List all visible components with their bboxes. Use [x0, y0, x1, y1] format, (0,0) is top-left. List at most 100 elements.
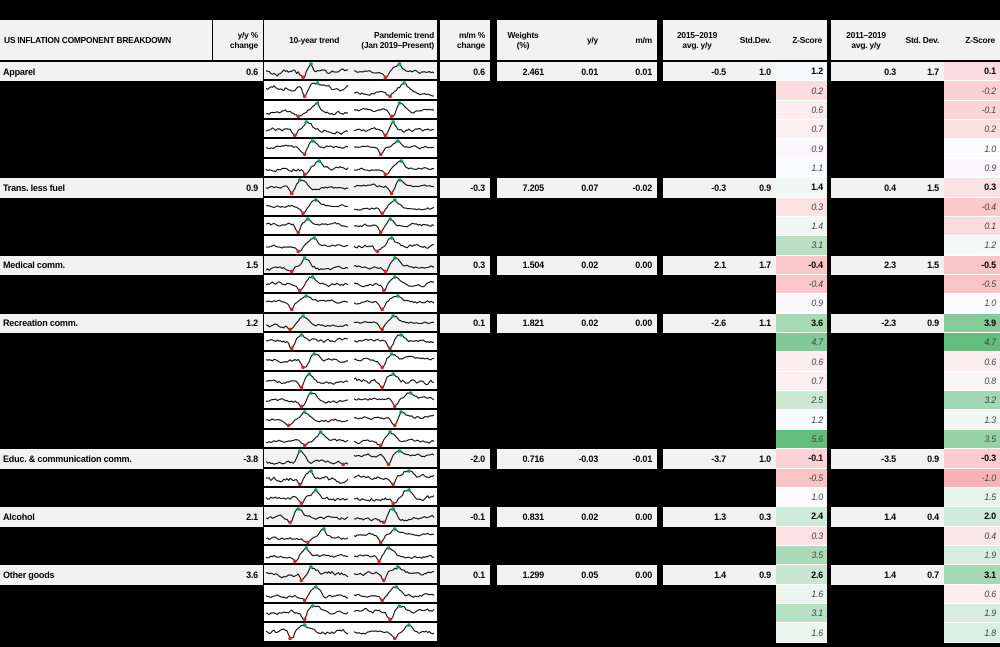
- zscore-2011-2019-cell: 0.6: [944, 352, 1000, 372]
- stddev-2011-2019-value: 0.9: [901, 449, 944, 469]
- min-marker: [288, 637, 292, 641]
- zscore-2011-2019-cell-text: 2.0: [984, 511, 996, 522]
- max-marker: [397, 62, 402, 66]
- subcomponent-row: 0.9 1.0: [0, 139, 1000, 159]
- yy-contrib-value: [549, 139, 603, 159]
- avg-2011-2019-value: 0.3: [831, 62, 901, 82]
- max-marker: [407, 623, 411, 628]
- sparkline-svg: [265, 81, 435, 99]
- mm-change-value: 0.6: [440, 62, 490, 82]
- mm-contrib-value: [603, 139, 657, 159]
- weight-value: [497, 294, 549, 314]
- avg-2011-2019-value: [831, 468, 901, 488]
- mm-contrib-value: [603, 410, 657, 430]
- sparkline-svg: [265, 488, 435, 506]
- stddev-2011-2019-value: [901, 584, 944, 605]
- trend-sparkline: [264, 178, 437, 198]
- column-group-divider: [490, 507, 497, 526]
- yy-change-value: -3.8: [213, 449, 263, 469]
- mm-contrib-value: [603, 236, 657, 256]
- component-label: [0, 120, 213, 140]
- avg-2015-2019-value: -0.3: [663, 178, 731, 198]
- zscore-2011-2019-cell: 4.7: [944, 333, 1000, 353]
- stddev-2011-2019-value: [901, 294, 944, 314]
- stddev-2011-2019-value: [901, 197, 944, 217]
- yy-contrib-value: [549, 623, 603, 643]
- trend-sparkline: [264, 236, 437, 256]
- min-marker: [299, 404, 304, 409]
- component-row: Educ. & communication comm. -3.8 -2.0 0.716…: [0, 449, 1000, 469]
- mm-change-value: [440, 526, 490, 546]
- zscore-2015-2019-cell: 2.4: [776, 507, 827, 527]
- zscore-2011-2019-cell-text: 0.4: [984, 530, 996, 541]
- min-marker: [288, 520, 292, 525]
- zscore-2011-2019-cell-text: 1.8: [984, 627, 996, 638]
- zscore-2011-2019-cell-text: 0.8: [984, 375, 996, 386]
- subcomponent-row: 0.3 -0.4: [0, 197, 1000, 217]
- zscore-2011-2019-cell-text: 0.1: [984, 66, 996, 77]
- sparkline-svg: [265, 526, 434, 544]
- stddev-2015-2019-value: [731, 352, 776, 372]
- min-marker: [378, 230, 383, 235]
- mm-change-value: [440, 158, 490, 179]
- zscore-2011-2019-cell-text: 3.9: [984, 317, 996, 328]
- zscore-2011-2019-cell-text: 1.3: [984, 414, 996, 425]
- subcomponent-row: 0.9 1.0: [0, 294, 1000, 314]
- min-marker: [286, 424, 291, 428]
- zscore-2011-2019-cell: 1.3: [944, 410, 1000, 430]
- mm-change-value: [440, 468, 490, 488]
- weight-value: [497, 236, 549, 256]
- zscore-2015-2019-cell: 1.0: [776, 487, 827, 508]
- yy-change-value: 1.5: [213, 255, 263, 275]
- avg-2015-2019-value: [663, 604, 731, 624]
- column-group-divider: [490, 62, 497, 81]
- mm-contrib-value-text: -0.01: [632, 453, 652, 464]
- yy-change-value: 0.6: [213, 62, 263, 82]
- zscore-2015-2019-cell: 3.6: [776, 313, 827, 334]
- max-marker: [299, 333, 304, 337]
- mm-contrib-value: [603, 100, 657, 121]
- subcomponent-row: 1.6 0.6: [0, 584, 1000, 605]
- trend-sparkline: [264, 468, 437, 488]
- yy-change-value-text: 1.5: [246, 260, 258, 271]
- zscore-2015-2019-cell-text: -0.4: [808, 259, 823, 270]
- weight-value: 0.716: [497, 449, 549, 469]
- component-label-text: Recreation comm.: [3, 318, 78, 329]
- header-zscore-2011-2019: Z-Score: [944, 20, 1000, 60]
- max-marker: [392, 197, 397, 202]
- component-label: [0, 584, 213, 605]
- max-marker: [312, 352, 317, 357]
- avg-2015-2019-value: [663, 371, 731, 392]
- stddev-2015-2019-value-text: 1.0: [759, 453, 771, 464]
- mm-change-value: [440, 623, 490, 643]
- column-group-divider: [490, 488, 497, 507]
- sparkline-svg: [265, 546, 435, 564]
- stddev-2011-2019-value: [901, 410, 944, 430]
- min-marker: [375, 249, 380, 254]
- zscore-2011-2019-cell-text: 4.7: [984, 337, 996, 348]
- mm-contrib-value: 0.00: [603, 507, 657, 527]
- column-group-divider: [490, 430, 497, 449]
- header-trend: 10-year trend Pandemic trend (Jan 2019–P…: [264, 20, 437, 60]
- avg-2011-2019-value-text: -2.3: [881, 318, 896, 329]
- mm-contrib-value: -0.01: [603, 449, 657, 469]
- zscore-2011-2019-cell-text: 3.5: [984, 434, 996, 444]
- avg-2015-2019-value: [663, 274, 731, 295]
- max-marker: [396, 294, 400, 299]
- yy-contrib-value: [549, 352, 603, 372]
- weight-value: [497, 371, 549, 392]
- sparkline-svg: [265, 294, 435, 312]
- subcomponent-row: 0.6 0.6: [0, 352, 1000, 372]
- max-marker: [399, 158, 403, 163]
- weight-value-text: 0.831: [522, 511, 544, 522]
- column-group-divider: [490, 623, 497, 642]
- weight-value: [497, 120, 549, 140]
- avg-2011-2019-value: [831, 158, 901, 179]
- yy-contrib-value: [549, 236, 603, 256]
- stddev-2011-2019-value: [901, 604, 944, 624]
- zscore-2011-2019-cell: -0.2: [944, 81, 1000, 101]
- min-marker: [299, 578, 304, 583]
- column-group-divider: [490, 20, 497, 60]
- sparkline-svg: [265, 333, 435, 351]
- yy-change-value: [213, 236, 263, 256]
